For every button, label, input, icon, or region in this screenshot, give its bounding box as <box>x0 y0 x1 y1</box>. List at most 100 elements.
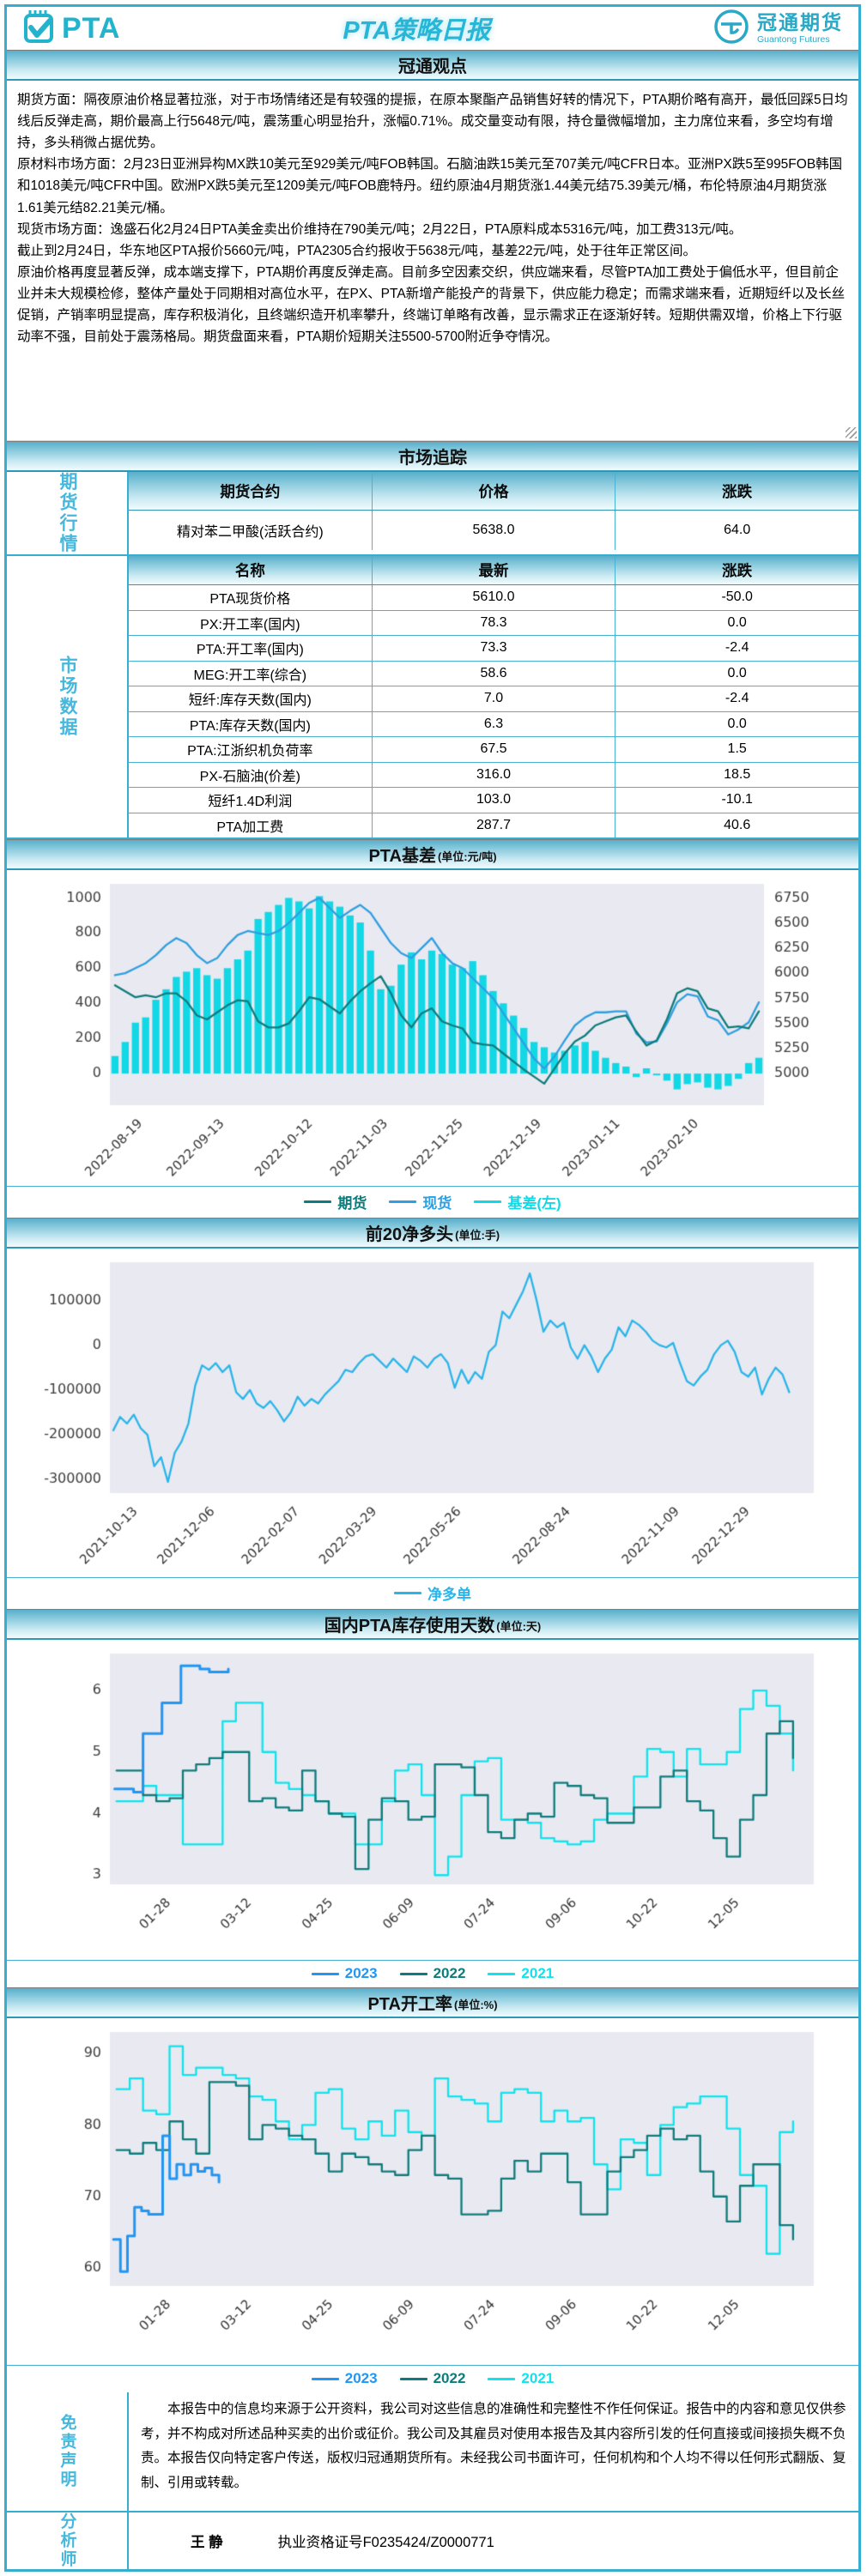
table-row: PTA:江浙织机负荷率 67.5 1.5 <box>129 737 858 763</box>
table-cell: 短纤1.4D利润 <box>129 788 373 813</box>
chart-unit: (单位:%) <box>453 1999 498 2011</box>
table-row: PX:开工率(国内) 78.3 0.0 <box>129 610 858 636</box>
table-cell: 40.6 <box>724 817 751 832</box>
chart-title: 国内PTA库存使用天数 <box>324 1617 495 1636</box>
legend-swatch <box>304 1200 332 1203</box>
legend-swatch <box>394 1592 421 1594</box>
legend-item: 期货 <box>304 1191 367 1212</box>
disclaimer-side-label: 免责声明 <box>7 2392 129 2511</box>
chart-section-basis: PTA基差 (单位:元/吨) 期货 现货 基差(左) <box>7 839 858 1218</box>
table-cell: 6.3 <box>373 711 616 736</box>
legend-swatch <box>474 1200 502 1203</box>
legend-label: 2021 <box>521 2370 555 2386</box>
column-header: 名称 <box>129 556 373 584</box>
legend-label: 期货 <box>337 1195 367 1212</box>
basis-chart-legend: 期货 现货 基差(左) <box>7 1186 858 1218</box>
market-title: 市场追踪 <box>398 449 467 468</box>
legend-label: 2023 <box>344 1965 378 1981</box>
table-cell: 短纤:库存天数(国内) <box>129 686 373 711</box>
chart-title: PTA开工率 <box>367 1995 452 2014</box>
legend-item: 2023 <box>311 2370 378 2387</box>
net-long-chart-legend: 净多单 <box>7 1577 858 1609</box>
legend-label: 2023 <box>344 2370 378 2386</box>
legend-swatch <box>311 2377 339 2380</box>
page-frame: PTA PTA策略日报 冠通期货 Guantong Futures 冠通观点 期… <box>4 4 861 2572</box>
legend-item: 2023 <box>311 1965 378 1982</box>
table-cell: 67.5 <box>373 737 616 762</box>
brand-logo: 冠通期货 Guantong Futures <box>712 8 843 50</box>
table-cell: 73.3 <box>373 636 616 661</box>
legend-item: 2021 <box>488 2370 554 2387</box>
column-header: 价格 <box>373 472 616 510</box>
legend-item: 2022 <box>399 2370 466 2387</box>
table-cell: 0.0 <box>727 665 747 680</box>
table-row: 短纤:库存天数(国内) 7.0 -2.4 <box>129 686 858 712</box>
column-header: 期货合约 <box>129 472 373 510</box>
column-header: 最新 <box>373 556 616 584</box>
inventory-days-chart-canvas <box>7 1640 858 1960</box>
table-header-row: 名称 最新 涨跌 <box>129 556 858 585</box>
table-row: PX-石脑油(价差) 316.0 18.5 <box>129 762 858 788</box>
opinion-paragraph: 截止到2月24日，华东地区PTA报价5660元/吨，PTA2305合约报收于56… <box>17 243 696 258</box>
table-row: 精对苯二甲酸(活跃合约) 5638.0 64.0 <box>129 511 858 550</box>
table-cell: 5610.0 <box>373 585 616 610</box>
legend-label: 现货 <box>422 1195 452 1212</box>
chart-title: 前20净多头 <box>365 1225 454 1244</box>
chart-section-inventory-days: 国内PTA库存使用天数 (单位:天) 2023 2022 2021 <box>7 1609 858 1987</box>
chart-title-bar-operating-rate: PTA开工率 (单位:%) <box>7 1987 858 2018</box>
resize-handle[interactable] <box>846 427 857 438</box>
table-cell: PTA现货价格 <box>129 585 373 610</box>
table-cell: 78.3 <box>373 610 616 635</box>
legend-item: 净多单 <box>394 1582 471 1604</box>
table-cell: 103.0 <box>373 788 616 813</box>
section-bar-market: 市场追踪 <box>7 441 858 472</box>
opinion-textarea[interactable]: 期货方面：隔夜原油价格显著拉涨，对于市场情绪还是有较强的提振，在原本聚酯产品销售… <box>7 81 858 441</box>
table-cell: PTA:库存天数(国内) <box>129 711 373 736</box>
section-bar-opinion: 冠通观点 <box>7 50 858 81</box>
futures-quotes-table: 期货行情 期货合约 价格 涨跌精对苯二甲酸(活跃合约) 5638.0 64.0 <box>7 472 858 556</box>
market-table-side-label: 市场数据 <box>7 556 129 838</box>
pta-logo-text: PTA <box>62 11 121 45</box>
legend-item: 现货 <box>389 1191 452 1212</box>
clipboard-check-icon <box>22 9 57 49</box>
futures-table-side-label: 期货行情 <box>7 472 129 554</box>
table-cell: -10.1 <box>721 792 753 807</box>
analyst-side-label: 分析师 <box>7 2513 129 2569</box>
operating-rate-chart-canvas <box>7 2018 858 2365</box>
legend-label: 基差(左) <box>507 1195 561 1212</box>
legend-swatch <box>399 2377 427 2380</box>
chart-title-bar-basis: PTA基差 (单位:元/吨) <box>7 839 858 870</box>
table-row: 短纤1.4D利润 103.0 -10.1 <box>129 788 858 813</box>
chart-unit: (单位:手) <box>455 1229 500 1242</box>
table-cell: 0.0 <box>727 716 747 731</box>
legend-swatch <box>488 1972 516 1975</box>
opinion-title: 冠通观点 <box>398 57 467 76</box>
operating-rate-chart-legend: 2023 2022 2021 <box>7 2365 858 2392</box>
opinion-paragraph: 期货方面：隔夜原油价格显著拉涨，对于市场情绪还是有较强的提振，在原本聚酯产品销售… <box>17 93 848 151</box>
table-cell: 7.0 <box>373 686 616 711</box>
disclaimer-text: 本报告中的信息均来源于公开资料，我公司对这些信息的准确性和完整性不作任何保证。报… <box>141 2402 846 2491</box>
net-long-chart-canvas <box>7 1249 858 1577</box>
legend-swatch <box>311 1972 339 1975</box>
table-cell: PX:开工率(国内) <box>129 610 373 635</box>
pta-logo: PTA <box>22 9 120 49</box>
legend-item: 2021 <box>488 1965 554 1982</box>
chart-section-operating-rate: PTA开工率 (单位:%) 2023 2022 2021 <box>7 1987 858 2392</box>
table-cell: -50.0 <box>721 590 753 605</box>
table-cell: 0.0 <box>727 614 747 630</box>
chart-title-bar-net-long: 前20净多头 (单位:手) <box>7 1218 858 1249</box>
opinion-paragraph: 原油价格再度显著反弹，成本端支撑下，PTA期价再度反弹走高。目前多空因素交织，供… <box>17 264 846 345</box>
disclaimer-section: 免责声明 本报告中的信息均来源于公开资料，我公司对这些信息的准确性和完整性不作任… <box>7 2392 858 2513</box>
legend-swatch <box>389 1200 417 1203</box>
page-title: PTA策略日报 <box>343 17 491 45</box>
table-cell: -2.4 <box>725 691 749 706</box>
chart-title: PTA基差 <box>368 847 436 866</box>
inventory-days-chart-legend: 2023 2022 2021 <box>7 1960 858 1987</box>
legend-label: 2022 <box>433 2370 466 2386</box>
brand-name: 冠通期货 <box>757 10 843 33</box>
table-row: PTA:库存天数(国内) 6.3 0.0 <box>129 711 858 737</box>
table-cell: 64.0 <box>724 523 751 537</box>
legend-swatch <box>488 2377 516 2380</box>
column-header: 涨跌 <box>722 482 753 500</box>
column-header: 涨跌 <box>722 562 753 579</box>
